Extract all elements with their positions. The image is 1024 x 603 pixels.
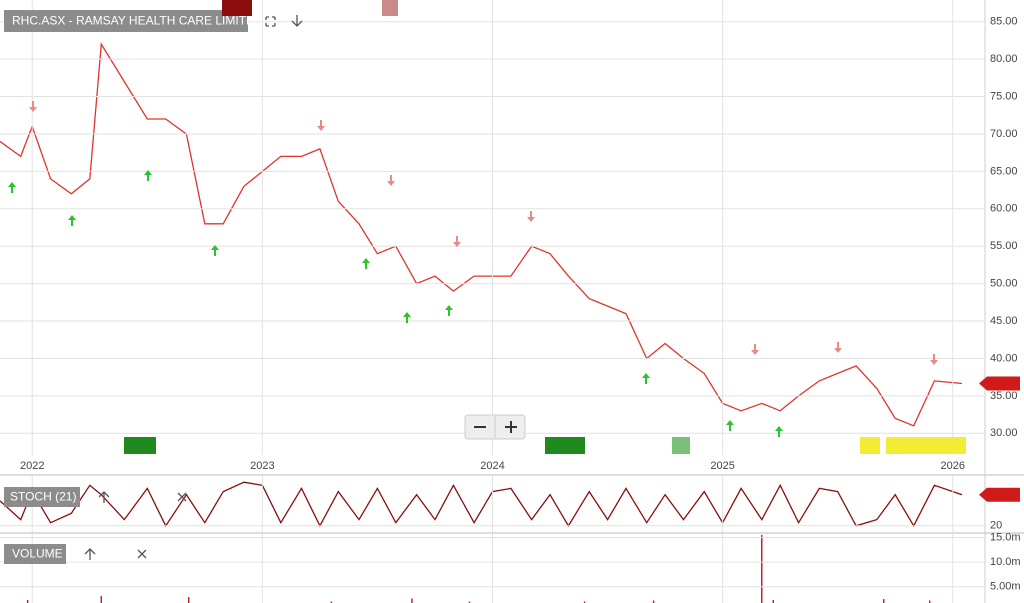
- signal-badges[interactable]: [124, 437, 966, 454]
- last-value-tag: [979, 376, 1020, 391]
- last-value-tag: [979, 487, 1020, 502]
- volume-bar: [468, 601, 471, 603]
- y-tick-label: 55.00: [990, 240, 1018, 252]
- buy-arrows: [8, 170, 783, 437]
- y-tick-label: 35.00: [990, 390, 1018, 402]
- sell-arrows: [29, 101, 938, 365]
- y-tick-label: 50.00: [990, 278, 1018, 290]
- panel-badge[interactable]: [4, 544, 66, 564]
- x-tick-label: 2023: [250, 460, 274, 472]
- y-tick-label: 45.00: [990, 315, 1018, 327]
- volume-bar: [330, 601, 333, 603]
- signal-badge[interactable]: [222, 0, 252, 16]
- chart-title: RHC.ASX - RAMSAY HEALTH CARE LIMITED: [12, 14, 263, 28]
- y-tick-label: 30.00: [990, 427, 1018, 439]
- y-tick-label: 70.00: [990, 128, 1018, 140]
- volume-bar: [929, 600, 931, 603]
- panel-icons[interactable]: [84, 491, 187, 560]
- volume-bar: [100, 596, 102, 603]
- y-tick-label: 20: [990, 520, 1002, 532]
- x-tick-label: 2026: [941, 460, 965, 472]
- x-tick-label: 2025: [710, 460, 734, 472]
- series-line: [0, 481, 963, 528]
- y-tick-label: 60.00: [990, 203, 1018, 215]
- y-tick-label: 85.00: [990, 16, 1018, 28]
- y-tick-label: 40.00: [990, 352, 1018, 364]
- zoom-controls[interactable]: [464, 414, 526, 440]
- y-tick-label: 15.0m: [990, 531, 1021, 543]
- y-tick-label: 80.00: [990, 53, 1018, 65]
- volume-bar: [761, 534, 763, 603]
- volume-bar: [772, 600, 774, 603]
- y-tick-label: 65.00: [990, 165, 1018, 177]
- volume-bar: [883, 599, 885, 603]
- y-tick-label: 5.00m: [990, 581, 1021, 593]
- volume-bar: [652, 600, 655, 603]
- panel-icons[interactable]: [265, 15, 303, 27]
- panel-title: STOCH (21): [10, 490, 76, 504]
- panel-badge[interactable]: [4, 487, 80, 507]
- x-tick-label: 2024: [480, 460, 504, 472]
- x-tick-label: 2022: [20, 460, 44, 472]
- panel-title: VOLUME: [12, 547, 63, 561]
- volume-bar: [26, 600, 29, 603]
- title-badge[interactable]: [4, 10, 248, 32]
- volume-bar: [188, 597, 190, 603]
- y-tick-label: 75.00: [990, 90, 1018, 102]
- signal-badge[interactable]: [382, 0, 398, 16]
- volume-bar: [583, 601, 586, 603]
- series-line: [0, 42, 963, 427]
- volume-bar: [411, 598, 413, 603]
- y-tick-label: 10.0m: [990, 556, 1021, 568]
